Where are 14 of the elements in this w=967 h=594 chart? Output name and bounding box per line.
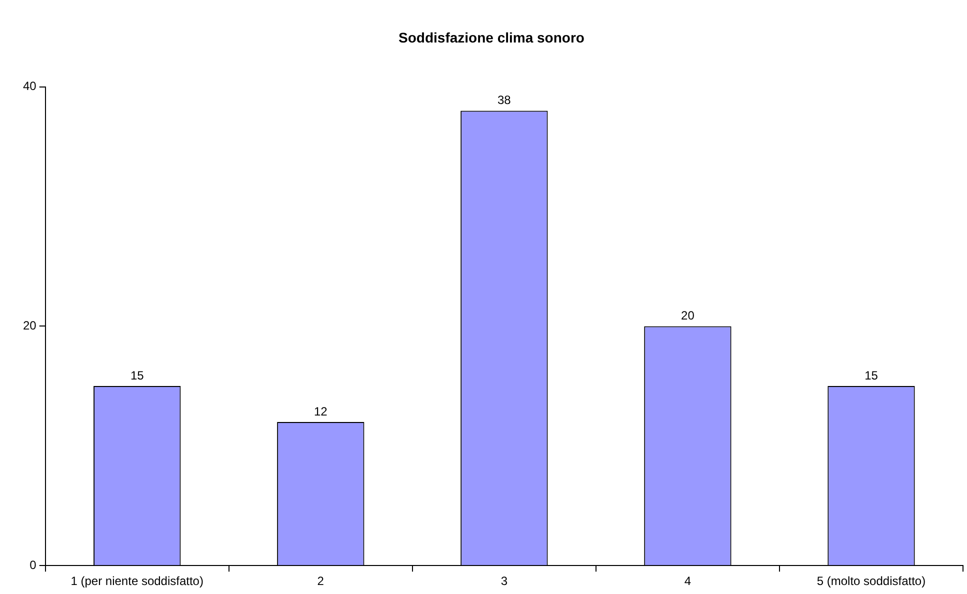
- data-label: 20: [681, 308, 695, 323]
- y-tick-label: 0: [30, 558, 37, 572]
- x-tick-label: 2: [317, 574, 324, 588]
- x-tick-label: 4: [684, 574, 692, 588]
- chart-title: Soddisfazione clima sonoro: [398, 29, 584, 46]
- data-label: 15: [864, 368, 878, 382]
- x-tick-label: 3: [500, 574, 508, 588]
- y-tick-label: 40: [22, 79, 37, 94]
- data-label: 38: [497, 93, 512, 108]
- data-label: 15: [130, 368, 144, 382]
- data-label: 12: [314, 404, 328, 418]
- x-tick-label: 5 (molto soddisfatto): [816, 574, 926, 588]
- x-tick-label: 1 (per niente soddisfatto): [70, 574, 204, 588]
- y-tick-label: 20: [22, 318, 37, 333]
